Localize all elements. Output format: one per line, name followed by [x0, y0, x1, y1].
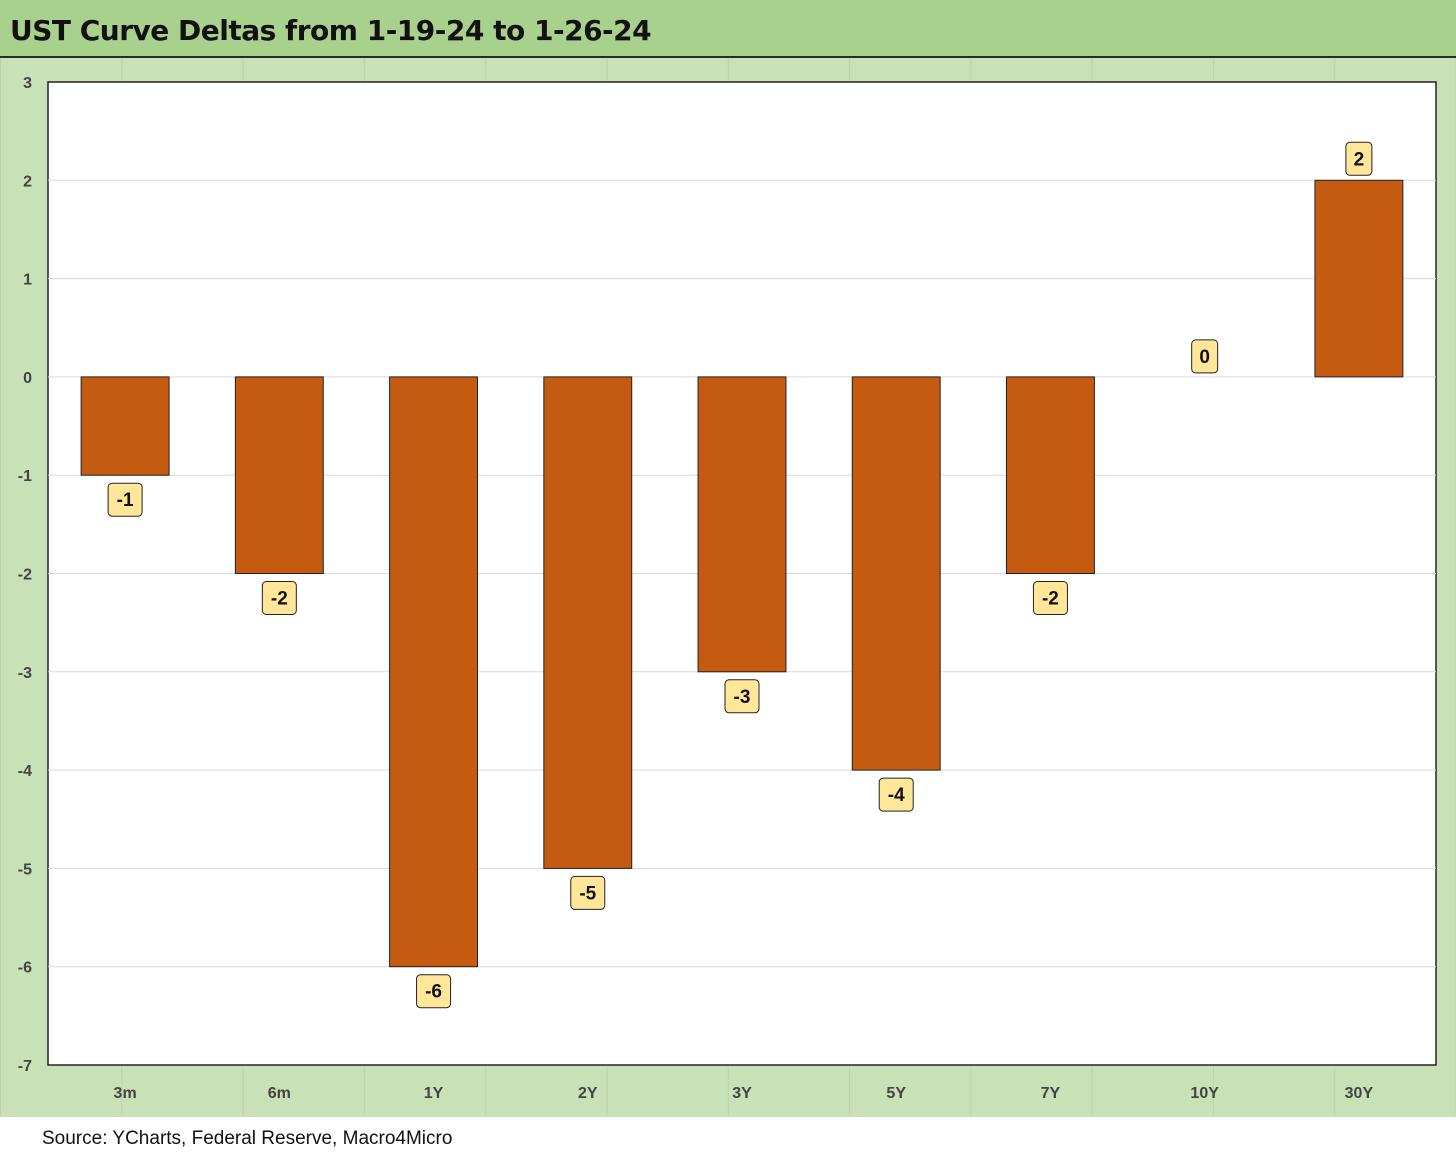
- data-label-6m: -2: [261, 581, 297, 615]
- bar-1Y: [389, 376, 479, 968]
- data-label-text: 0: [1199, 347, 1210, 368]
- source-note: Source: YCharts, Federal Reserve, Macro4…: [42, 1128, 453, 1149]
- x-tick-label: 30Y: [1345, 1085, 1374, 1102]
- y-tick-label: 3: [23, 75, 32, 92]
- data-label-30Y: 2: [1345, 141, 1373, 176]
- bars: [80, 179, 1404, 968]
- data-label-10Y: 0: [1191, 339, 1219, 374]
- bar-3m: [80, 376, 170, 476]
- x-tick-label: 3Y: [732, 1085, 752, 1102]
- x-tick-label: 6m: [268, 1085, 291, 1102]
- data-label-3m: -1: [107, 482, 143, 517]
- y-tick-label: -5: [18, 861, 32, 878]
- data-label-2Y: -5: [570, 875, 606, 910]
- y-tick-label: -3: [18, 665, 32, 682]
- data-labels: -1 -2 -6 -5 -3 -4 -2 0 2: [107, 141, 1373, 1009]
- x-axis-ticks: 3m 6m 1Y 2Y 3Y 5Y 7Y 10Y 30Y: [114, 1085, 1374, 1102]
- data-label-box: [416, 974, 452, 1009]
- data-label-text: -1: [117, 490, 134, 511]
- bar-5Y: [851, 376, 941, 771]
- chart-title: UST Curve Deltas from 1-19-24 to 1-26-24: [10, 14, 652, 47]
- y-tick-label: -6: [18, 960, 32, 977]
- bar-7Y: [1005, 376, 1095, 574]
- data-label-text: -2: [1042, 589, 1059, 610]
- x-tick-label: 2Y: [578, 1085, 598, 1102]
- data-label-box: [570, 875, 606, 910]
- x-tick-label: 3m: [114, 1085, 137, 1102]
- data-label-text: -2: [271, 589, 288, 610]
- data-label-box: [107, 482, 143, 517]
- y-tick-label: 2: [23, 173, 32, 190]
- data-label-box: [878, 777, 914, 812]
- bar-chart: 3 2 1 0 -1 -2 -3 -4 -5 -6 -7 -1 -2 -6 -5 -3 -4 -2 0 2 3m 6m…: [18, 75, 1437, 1102]
- y-axis-ticks: 3 2 1 0 -1 -2 -3 -4 -5 -6 -7: [18, 75, 32, 1075]
- x-tick-label: 7Y: [1041, 1085, 1061, 1102]
- bar-2Y: [543, 376, 633, 869]
- data-label-5Y: -4: [878, 777, 914, 812]
- x-tick-label: 10Y: [1190, 1085, 1219, 1102]
- data-label-box: [261, 581, 297, 615]
- bar-6m: [234, 376, 324, 574]
- data-label-1Y: -6: [416, 974, 452, 1009]
- data-label-box: [1345, 141, 1373, 176]
- title-bar: UST Curve Deltas from 1-19-24 to 1-26-24: [0, 0, 1456, 58]
- y-tick-label: -2: [18, 567, 32, 584]
- data-label-text: -3: [734, 687, 751, 708]
- y-tick-label: -1: [18, 468, 32, 485]
- x-tick-label: 1Y: [424, 1085, 444, 1102]
- data-label-text: 2: [1354, 149, 1365, 170]
- data-label-box: [1191, 339, 1219, 374]
- x-tick-label: 5Y: [886, 1085, 906, 1102]
- data-label-7Y: -2: [1032, 581, 1068, 615]
- data-label-box: [1032, 581, 1068, 615]
- data-label-text: -4: [888, 785, 905, 806]
- y-tick-label: 0: [23, 370, 32, 387]
- bar-3Y: [697, 376, 787, 673]
- y-tick-label: -7: [18, 1058, 32, 1075]
- y-tick-label: 1: [23, 272, 32, 289]
- data-label-3Y: -3: [724, 679, 760, 714]
- data-label-text: -6: [425, 982, 442, 1003]
- data-label-box: [724, 679, 760, 714]
- y-tick-label: -4: [18, 763, 32, 780]
- bar-30Y: [1314, 179, 1404, 378]
- data-label-text: -5: [579, 883, 596, 904]
